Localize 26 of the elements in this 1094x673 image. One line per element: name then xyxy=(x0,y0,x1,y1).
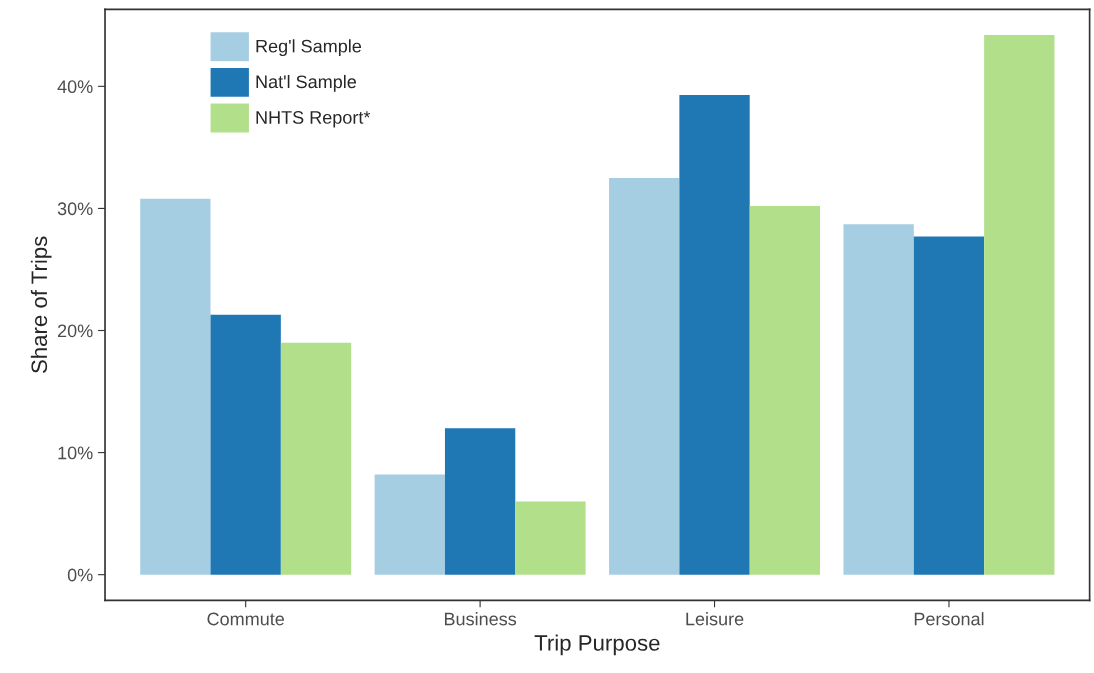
y-tick-label: 30% xyxy=(57,202,93,216)
y-tick-label: 40% xyxy=(57,80,93,94)
y-tick-label: 10% xyxy=(58,446,93,460)
x-tick-label: Leisure xyxy=(686,612,744,626)
bar xyxy=(210,314,281,575)
bar xyxy=(140,198,211,575)
y-tick-label: 0% xyxy=(67,568,93,582)
bar xyxy=(374,474,445,575)
bar xyxy=(515,501,586,575)
x-tick-label: Commute xyxy=(207,612,285,626)
bar xyxy=(843,224,914,575)
legend-label: NHTS Report* xyxy=(256,111,371,128)
bar xyxy=(679,94,750,575)
legend-label: Nat'l Sample xyxy=(256,74,357,92)
x-tick-label: Personal xyxy=(914,612,984,626)
y-tick-label: 20% xyxy=(57,324,93,338)
bar xyxy=(609,177,680,575)
x-axis-title: Trip Purpose xyxy=(534,634,660,656)
x-tick-label: Business xyxy=(444,612,517,626)
bar xyxy=(913,236,985,575)
bar xyxy=(280,342,352,575)
y-axis-title: Share of Trips xyxy=(30,236,52,374)
legend-label: Reg'l Sample xyxy=(256,39,362,57)
bar xyxy=(984,35,1055,575)
bar xyxy=(749,205,821,575)
bar xyxy=(444,428,516,575)
